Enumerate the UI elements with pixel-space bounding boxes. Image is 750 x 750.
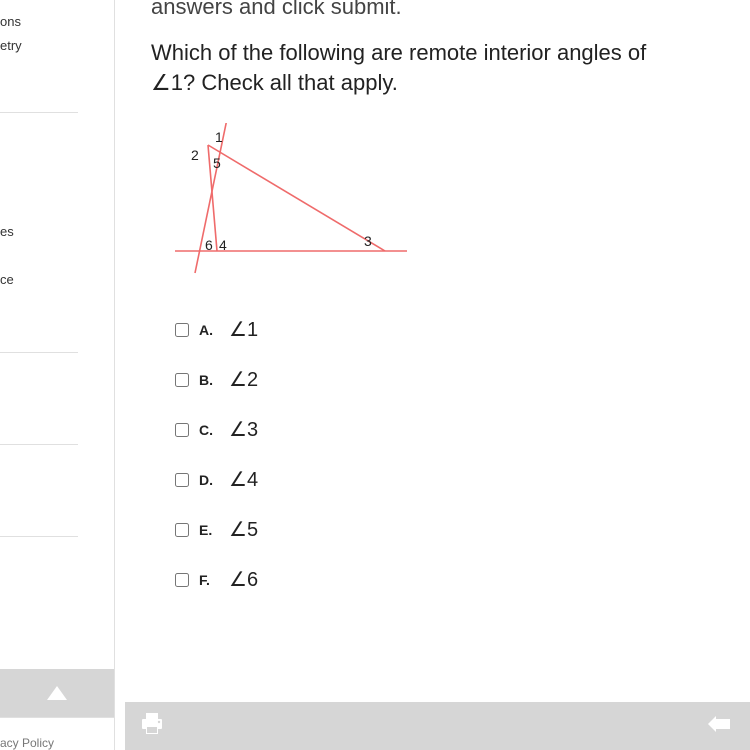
sidebar: ons etry es ce acy Policy (0, 0, 115, 750)
privacy-policy-link[interactable]: acy Policy (0, 718, 114, 750)
content-wrap: answers and click submit. Which of the f… (115, 0, 750, 750)
print-icon (139, 711, 165, 737)
option-checkbox-d[interactable] (175, 473, 189, 487)
angle-symbol: ∠ (151, 70, 171, 95)
option-row: D. ∠4 (175, 467, 730, 492)
option-text: ∠6 (229, 567, 258, 592)
sidebar-item[interactable]: etry (0, 34, 22, 57)
print-button[interactable] (139, 711, 165, 742)
angle-label-4: 4 (219, 237, 227, 253)
option-letter: E. (199, 522, 219, 538)
option-row: B. ∠2 (175, 367, 730, 392)
bottom-toolbar (125, 702, 750, 750)
sidebar-divider (0, 112, 78, 113)
angle-label-6: 6 (205, 237, 213, 253)
option-letter: D. (199, 472, 219, 488)
option-checkbox-f[interactable] (175, 573, 189, 587)
chevron-up-icon (47, 686, 67, 700)
question-line1: Which of the following are remote interi… (151, 40, 646, 65)
angle-label-5: 5 (213, 155, 221, 171)
question-text: Which of the following are remote interi… (151, 38, 730, 97)
option-checkbox-a[interactable] (175, 323, 189, 337)
option-row: A. ∠1 (175, 317, 730, 342)
option-letter: A. (199, 322, 219, 338)
option-row: E. ∠5 (175, 517, 730, 542)
app-layout: ons etry es ce acy Policy answers and cl… (0, 0, 750, 750)
question-line2-post: ? Check all that apply. (183, 70, 398, 95)
question-angle-number: 1 (171, 70, 183, 95)
option-row: C. ∠3 (175, 417, 730, 442)
sidebar-item[interactable]: ce (0, 268, 14, 291)
option-checkbox-e[interactable] (175, 523, 189, 537)
content: answers and click submit. Which of the f… (115, 0, 750, 702)
option-row: F. ∠6 (175, 567, 730, 592)
option-letter: F. (199, 572, 219, 588)
option-checkbox-c[interactable] (175, 423, 189, 437)
arrow-left-icon (708, 716, 730, 732)
angle-label-2: 2 (191, 147, 199, 163)
angle-label-1: 1 (215, 129, 223, 145)
option-text: ∠5 (229, 517, 258, 542)
option-checkbox-b[interactable] (175, 373, 189, 387)
sidebar-up-button[interactable] (0, 669, 114, 717)
option-letter: C. (199, 422, 219, 438)
back-button[interactable] (708, 716, 736, 737)
sidebar-divider (0, 536, 78, 537)
option-text: ∠1 (229, 317, 258, 342)
sidebar-divider (0, 352, 78, 353)
instruction-cutoff: answers and click submit. (151, 0, 730, 20)
option-text: ∠3 (229, 417, 258, 442)
option-text: ∠4 (229, 467, 258, 492)
answer-options: A. ∠1 B. ∠2 C. ∠3 D. ∠4 (175, 317, 730, 592)
sidebar-divider (0, 444, 78, 445)
angle-label-3: 3 (364, 233, 372, 249)
sidebar-item[interactable]: ons (0, 10, 21, 33)
sidebar-item[interactable]: es (0, 220, 14, 243)
option-text: ∠2 (229, 367, 258, 392)
sidebar-inner: ons etry es ce (0, 0, 114, 669)
option-letter: B. (199, 372, 219, 388)
triangle-figure: 1 2 5 6 4 3 (157, 123, 417, 293)
